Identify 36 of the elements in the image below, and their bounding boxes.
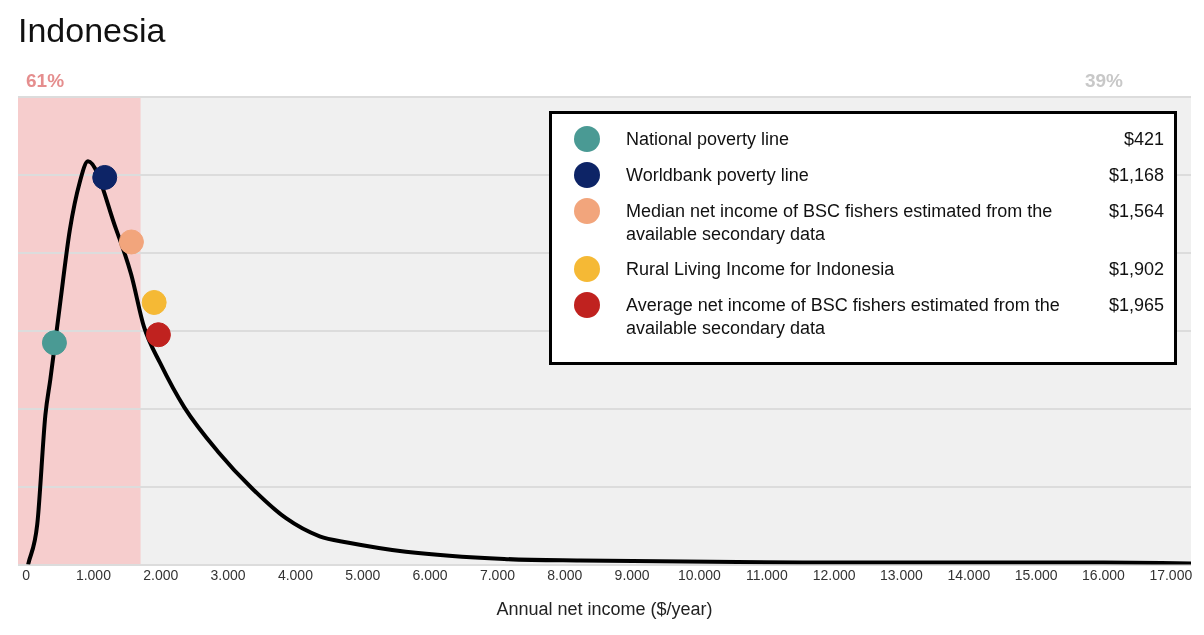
annotation: $1,965 — [1107, 293, 1164, 317]
point — [41, 330, 67, 356]
chart-title: Indonesia — [18, 10, 166, 49]
x-tick-label: 6.000 — [412, 566, 448, 583]
text: $421 — [1122, 127, 1164, 151]
legend-label: Rural Living Income for Indonesia — [626, 257, 896, 281]
x-tick-label: 2.000 — [143, 566, 179, 583]
x-tick-label: 5.000 — [345, 566, 381, 583]
x-tick-label: 1.000 — [75, 566, 112, 583]
x-tick-label: 14.000 — [947, 566, 991, 583]
annotation: $1,902 — [1107, 257, 1164, 281]
x-tick-label: 12.000 — [812, 566, 856, 583]
legend-label: Average net income of BSC fishers estimated from the available secondary data — [626, 293, 1061, 340]
legend-label: Worldbank poverty line — [626, 163, 810, 187]
annotation: $1,564 — [1107, 199, 1164, 223]
x-tick-label: 9.000 — [614, 566, 650, 583]
point — [118, 229, 144, 255]
annotation: $1,168 — [1107, 163, 1164, 187]
point — [141, 289, 167, 315]
x-tick-label: 0 — [22, 566, 31, 583]
x-tick-label: 10.000 — [678, 566, 722, 583]
point — [92, 164, 118, 190]
x-tick-label: 16.000 — [1082, 566, 1126, 583]
x-tick-label: 4.000 — [277, 566, 314, 583]
band-label: 61% — [26, 69, 65, 91]
x-tick-label: 13.000 — [880, 566, 924, 583]
x-tick-label: 3.000 — [210, 566, 246, 583]
x-tick-label: 17.000 — [1149, 566, 1193, 583]
x-tick-label: 8.000 — [547, 566, 583, 583]
x-tick-label: 15.000 — [1014, 566, 1058, 583]
x-axis-title: Annual net income ($/year) — [496, 599, 713, 620]
x-tick-label: 7.000 — [479, 566, 516, 583]
point — [145, 322, 171, 348]
legend-label: Median net income of BSC fishers estimated from the available secondary data — [626, 199, 1054, 246]
x-tick-label: 11.000 — [745, 566, 788, 583]
legend-label: National poverty line — [626, 127, 791, 151]
